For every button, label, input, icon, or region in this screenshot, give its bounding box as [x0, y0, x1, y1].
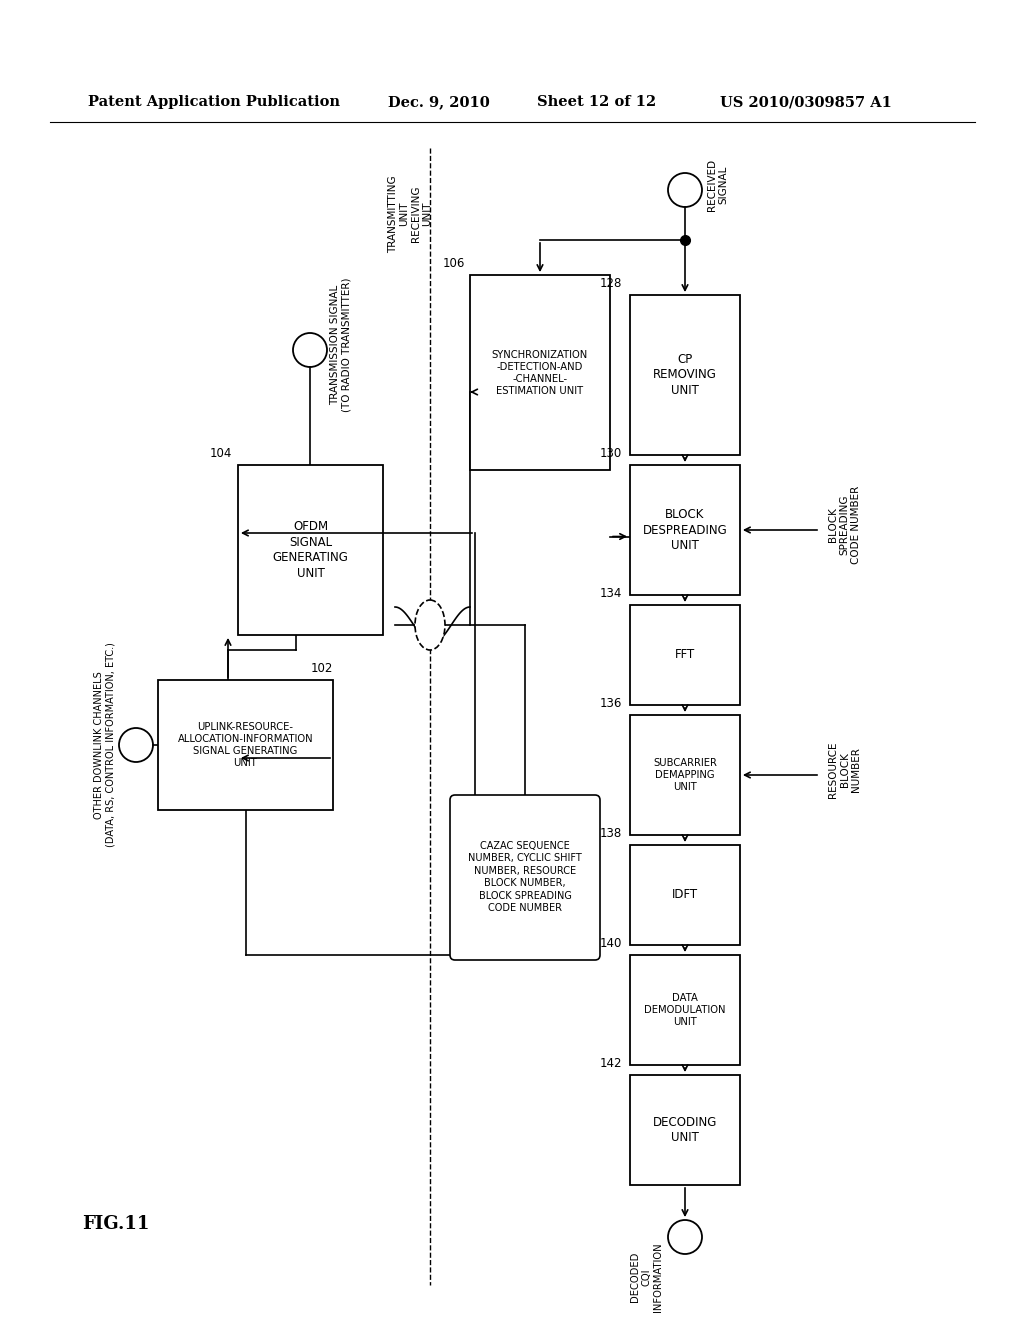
Text: RESOURCE
BLOCK
NUMBER: RESOURCE BLOCK NUMBER — [828, 742, 861, 799]
Bar — [630, 845, 740, 945]
Text: RECEIVED
SIGNAL: RECEIVED SIGNAL — [707, 158, 729, 211]
Text: TRANSMISSION SIGNAL
(TO RADIO TRANSMITTER): TRANSMISSION SIGNAL (TO RADIO TRANSMITTE… — [330, 277, 351, 412]
Text: BLOCK
SPREADING
CODE NUMBER: BLOCK SPREADING CODE NUMBER — [828, 486, 861, 564]
Text: 102: 102 — [310, 663, 333, 675]
Text: OTHER DOWNLINK CHANNELS
(DATA, RS, CONTROL INFORMATION, ETC.): OTHER DOWNLINK CHANNELS (DATA, RS, CONTR… — [94, 643, 116, 847]
Bar — [630, 715, 740, 836]
Text: OFDM
SIGNAL
GENERATING
UNIT: OFDM SIGNAL GENERATING UNIT — [272, 520, 348, 579]
FancyBboxPatch shape — [450, 795, 600, 960]
Text: 106: 106 — [442, 257, 465, 271]
Text: BLOCK
DESPREADING
UNIT: BLOCK DESPREADING UNIT — [643, 508, 727, 552]
Text: 142: 142 — [599, 1057, 622, 1071]
Text: SUBCARRIER
DEMAPPING
UNIT: SUBCARRIER DEMAPPING UNIT — [653, 758, 717, 792]
Text: IDFT: IDFT — [672, 888, 698, 902]
Text: FIG.11: FIG.11 — [82, 1214, 150, 1233]
Text: 130: 130 — [600, 447, 622, 459]
Bar — [630, 954, 740, 1065]
Text: CP
REMOVING
UNIT: CP REMOVING UNIT — [653, 352, 717, 397]
Text: Dec. 9, 2010: Dec. 9, 2010 — [388, 95, 489, 110]
Bar — [630, 605, 740, 705]
Text: Patent Application Publication: Patent Application Publication — [88, 95, 340, 110]
Text: 136: 136 — [600, 697, 622, 710]
Text: DECODING
UNIT: DECODING UNIT — [653, 1115, 717, 1144]
Text: US 2010/0309857 A1: US 2010/0309857 A1 — [720, 95, 892, 110]
Text: UPLINK-RESOURCE-
ALLOCATION-INFORMATION
SIGNAL GENERATING
UNIT: UPLINK-RESOURCE- ALLOCATION-INFORMATION … — [178, 722, 313, 768]
Bar — [630, 465, 740, 595]
Bar — [470, 275, 610, 470]
Text: CAZAC SEQUENCE
NUMBER, CYCLIC SHIFT
NUMBER, RESOURCE
BLOCK NUMBER,
BLOCK SPREADI: CAZAC SEQUENCE NUMBER, CYCLIC SHIFT NUMB… — [468, 841, 582, 913]
Text: 134: 134 — [600, 587, 622, 601]
Bar — [630, 294, 740, 455]
Text: FFT: FFT — [675, 648, 695, 661]
Text: DECODED
CQI
INFORMATION: DECODED CQI INFORMATION — [630, 1242, 663, 1312]
Text: Sheet 12 of 12: Sheet 12 of 12 — [537, 95, 656, 110]
Text: 138: 138 — [600, 828, 622, 840]
Text: TRANSMITTING
UNIT
RECEIVING
UNIT: TRANSMITTING UNIT RECEIVING UNIT — [388, 176, 432, 252]
Bar — [630, 1074, 740, 1185]
Bar — [238, 465, 383, 635]
Text: SYNCHRONIZATION
-DETECTION-AND
-CHANNEL-
ESTIMATION UNIT: SYNCHRONIZATION -DETECTION-AND -CHANNEL-… — [492, 350, 588, 396]
Text: 128: 128 — [600, 277, 622, 290]
Text: DATA
DEMODULATION
UNIT: DATA DEMODULATION UNIT — [644, 993, 726, 1027]
Text: 104: 104 — [210, 447, 232, 459]
Ellipse shape — [415, 601, 445, 649]
Bar — [158, 680, 333, 810]
Text: 140: 140 — [600, 937, 622, 950]
